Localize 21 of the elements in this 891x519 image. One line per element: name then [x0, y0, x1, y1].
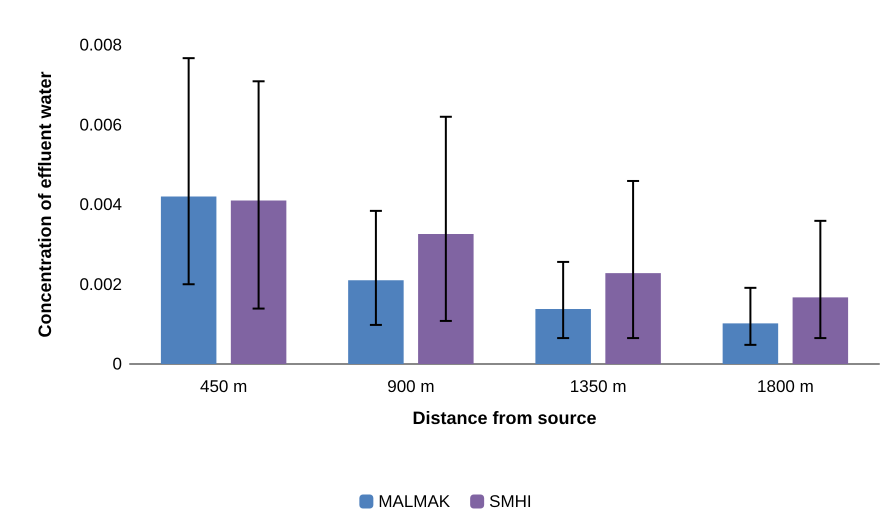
y-tick-label: 0.008 [79, 36, 122, 54]
y-tick-label: 0.006 [79, 115, 122, 134]
x-tick-label: 450 m [200, 377, 248, 396]
x-tick-label: 900 m [387, 377, 434, 396]
bar [722, 323, 778, 364]
y-axis-title: Concentration of effluent water [35, 71, 55, 338]
bar [535, 308, 591, 364]
bar [230, 200, 286, 364]
x-tick-label: 1800 m [757, 377, 814, 396]
bar [348, 280, 404, 364]
legend-label: SMHI [489, 492, 532, 511]
y-tick-label: 0 [112, 354, 122, 374]
bar [605, 273, 661, 364]
bar [160, 196, 216, 364]
bar [792, 297, 848, 364]
bar [418, 234, 474, 364]
y-tick-label: 0.002 [79, 274, 122, 294]
x-tick-label: 1350 m [570, 377, 626, 396]
x-axis-title: Distance from source [412, 408, 597, 428]
y-tick-label: 0.004 [79, 195, 122, 214]
legend-label: MALMAK [378, 492, 451, 511]
